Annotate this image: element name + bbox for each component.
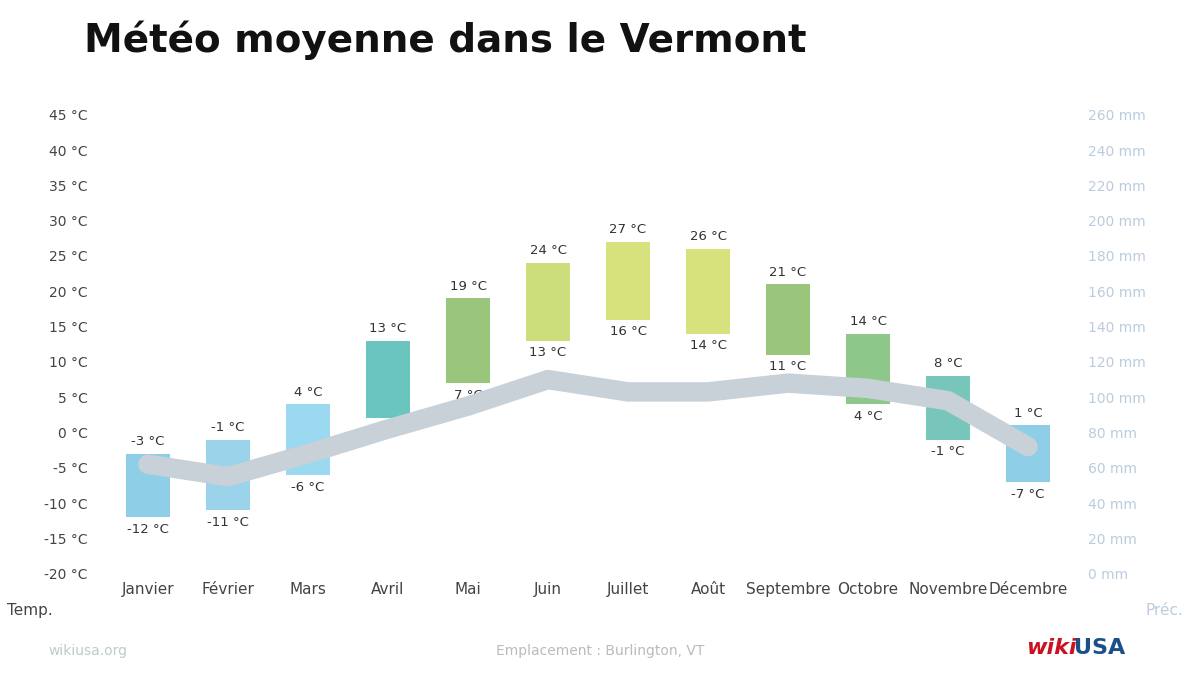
- Text: Préc.: Préc.: [1145, 603, 1183, 618]
- Text: 27 °C: 27 °C: [610, 223, 647, 236]
- Text: 26 °C: 26 °C: [690, 230, 726, 243]
- Bar: [526, 263, 570, 341]
- Text: Météo moyenne dans le Vermont: Météo moyenne dans le Vermont: [84, 20, 806, 60]
- Text: 7 °C: 7 °C: [454, 389, 482, 402]
- Text: 24 °C: 24 °C: [529, 244, 566, 257]
- Text: -1 °C: -1 °C: [931, 446, 965, 458]
- Bar: [206, 439, 250, 510]
- Text: Emplacement : Burlington, VT: Emplacement : Burlington, VT: [496, 644, 704, 658]
- Text: Temp.: Temp.: [7, 603, 53, 618]
- Bar: [926, 376, 970, 439]
- Bar: [846, 333, 890, 404]
- Bar: [286, 404, 330, 475]
- Text: 14 °C: 14 °C: [850, 315, 887, 328]
- Text: wikiusa.org: wikiusa.org: [48, 644, 127, 658]
- Bar: [686, 249, 730, 333]
- Text: 13 °C: 13 °C: [529, 346, 566, 359]
- Text: -7 °C: -7 °C: [1012, 487, 1045, 501]
- Text: 11 °C: 11 °C: [769, 360, 806, 373]
- Text: 19 °C: 19 °C: [450, 279, 486, 293]
- Text: 13 °C: 13 °C: [370, 322, 407, 335]
- Text: -3 °C: -3 °C: [131, 435, 164, 448]
- Text: -1 °C: -1 °C: [211, 421, 245, 434]
- Bar: [126, 454, 170, 517]
- Text: 21 °C: 21 °C: [769, 265, 806, 279]
- Text: -12 °C: -12 °C: [127, 523, 169, 536]
- Text: 4 °C: 4 °C: [853, 410, 882, 423]
- Text: 4 °C: 4 °C: [294, 385, 323, 399]
- Text: 14 °C: 14 °C: [690, 340, 726, 352]
- Text: -6 °C: -6 °C: [292, 481, 325, 493]
- Bar: [1006, 425, 1050, 482]
- Text: 8 °C: 8 °C: [934, 357, 962, 371]
- Bar: [366, 341, 410, 418]
- Bar: [766, 284, 810, 355]
- Text: wiki: wiki: [1026, 638, 1076, 658]
- Text: 2 °C: 2 °C: [373, 424, 402, 437]
- Text: USA: USA: [1074, 638, 1126, 658]
- Text: -11 °C: -11 °C: [208, 516, 248, 529]
- Text: 16 °C: 16 °C: [610, 325, 647, 338]
- Bar: [606, 242, 650, 319]
- Text: 1 °C: 1 °C: [1014, 407, 1043, 420]
- Bar: [446, 298, 490, 383]
